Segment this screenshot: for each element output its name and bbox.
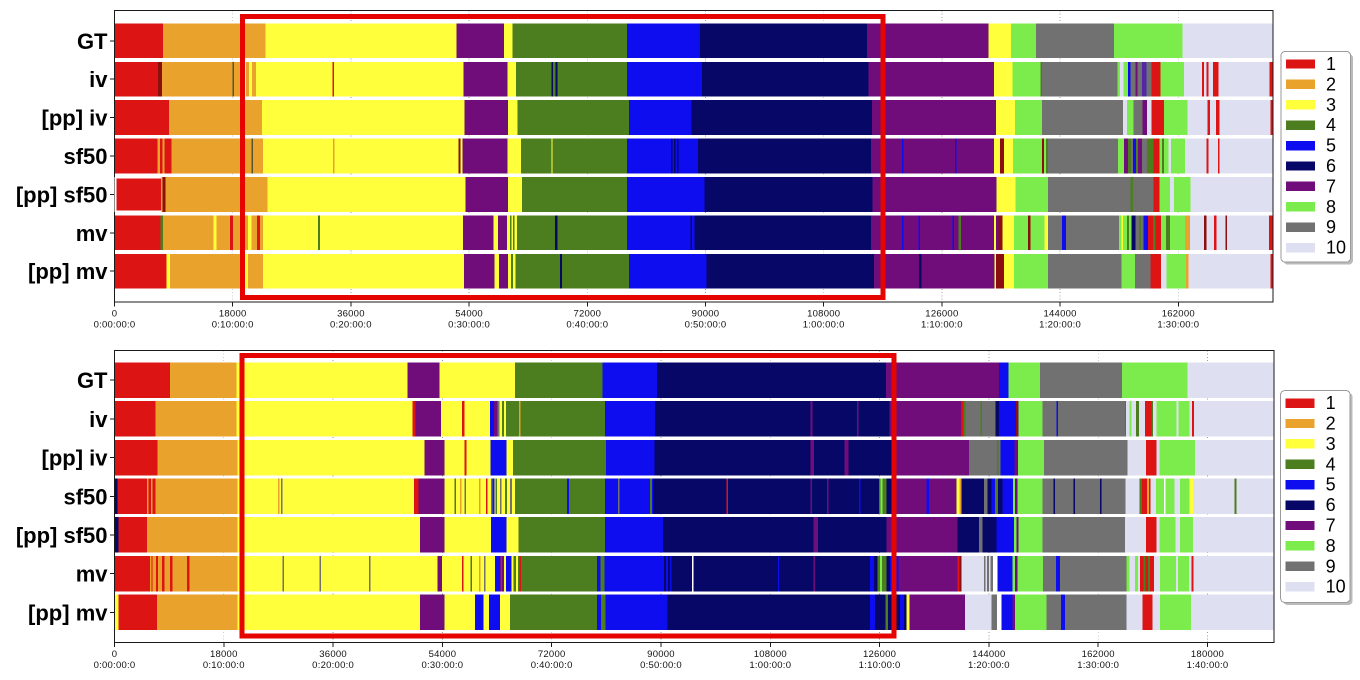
svg-text:sf50: sf50 — [63, 484, 107, 509]
svg-text:8: 8 — [1326, 536, 1336, 556]
svg-text:1: 1 — [1326, 393, 1336, 413]
svg-text:2: 2 — [1326, 414, 1336, 434]
svg-text:5: 5 — [1326, 475, 1336, 495]
svg-text:6: 6 — [1326, 495, 1336, 515]
svg-text:0:50:00:0: 0:50:00:0 — [685, 320, 727, 331]
svg-text:1:40:00:0: 1:40:00:0 — [1187, 660, 1229, 671]
svg-text:18000: 18000 — [210, 649, 238, 660]
svg-text:1:00:00:0: 1:00:00:0 — [803, 320, 845, 331]
svg-text:1:20:00:0: 1:20:00:0 — [968, 660, 1010, 671]
svg-text:0:00:00:0: 0:00:00:0 — [94, 320, 136, 331]
svg-text:144000: 144000 — [972, 649, 1005, 660]
svg-text:5: 5 — [1326, 136, 1336, 156]
svg-text:mv: mv — [76, 221, 109, 246]
svg-text:0:20:00:0: 0:20:00:0 — [312, 660, 354, 671]
svg-text:72000: 72000 — [538, 649, 566, 660]
svg-text:0: 0 — [112, 309, 118, 320]
svg-text:2: 2 — [1326, 74, 1336, 94]
svg-text:mv: mv — [76, 562, 109, 587]
svg-text:[pp] mv: [pp] mv — [28, 600, 108, 625]
svg-text:36000: 36000 — [319, 649, 347, 660]
svg-text:4: 4 — [1326, 115, 1336, 135]
svg-text:[pp] iv: [pp] iv — [42, 446, 109, 471]
svg-text:1:30:00:0: 1:30:00:0 — [1077, 660, 1119, 671]
svg-text:iv: iv — [89, 67, 108, 92]
svg-text:iv: iv — [89, 407, 108, 432]
svg-text:9: 9 — [1326, 556, 1336, 576]
svg-text:162000: 162000 — [1082, 649, 1115, 660]
svg-text:1:30:00:0: 1:30:00:0 — [1157, 320, 1199, 331]
svg-text:8: 8 — [1326, 197, 1336, 217]
svg-text:0:50:00:0: 0:50:00:0 — [640, 660, 682, 671]
svg-text:0:40:00:0: 0:40:00:0 — [531, 660, 573, 671]
svg-text:1:10:00:0: 1:10:00:0 — [859, 660, 901, 671]
svg-text:54000: 54000 — [429, 649, 457, 660]
svg-text:18000: 18000 — [219, 309, 247, 320]
svg-text:0:30:00:0: 0:30:00:0 — [448, 320, 490, 331]
svg-text:54000: 54000 — [455, 309, 483, 320]
svg-text:90000: 90000 — [647, 649, 675, 660]
svg-text:108000: 108000 — [807, 309, 840, 320]
svg-text:0:10:00:0: 0:10:00:0 — [212, 320, 254, 331]
svg-text:6: 6 — [1326, 156, 1336, 176]
svg-text:0:40:00:0: 0:40:00:0 — [566, 320, 608, 331]
svg-text:4: 4 — [1326, 454, 1336, 474]
svg-text:0:00:00:0: 0:00:00:0 — [94, 660, 136, 671]
svg-text:[pp] iv: [pp] iv — [42, 106, 109, 131]
svg-text:GT: GT — [77, 29, 108, 54]
svg-text:72000: 72000 — [573, 309, 601, 320]
svg-text:108000: 108000 — [754, 649, 787, 660]
svg-text:36000: 36000 — [337, 309, 365, 320]
svg-text:180000: 180000 — [1191, 649, 1224, 660]
svg-text:1: 1 — [1326, 54, 1336, 74]
svg-text:7: 7 — [1326, 516, 1336, 536]
svg-text:GT: GT — [77, 368, 108, 393]
svg-text:0: 0 — [112, 649, 118, 660]
svg-text:144000: 144000 — [1043, 309, 1076, 320]
svg-text:[pp] mv: [pp] mv — [28, 259, 108, 284]
svg-text:3: 3 — [1326, 434, 1336, 454]
svg-text:126000: 126000 — [863, 649, 896, 660]
svg-text:1:20:00:0: 1:20:00:0 — [1039, 320, 1081, 331]
svg-text:sf50: sf50 — [63, 144, 107, 169]
svg-text:0:30:00:0: 0:30:00:0 — [421, 660, 463, 671]
svg-text:10: 10 — [1326, 577, 1346, 597]
svg-text:[pp] sf50: [pp] sf50 — [16, 523, 108, 548]
svg-text:[pp] sf50: [pp] sf50 — [16, 182, 108, 207]
svg-text:90000: 90000 — [692, 309, 720, 320]
svg-text:7: 7 — [1326, 176, 1336, 196]
svg-text:10: 10 — [1326, 238, 1346, 258]
svg-text:162000: 162000 — [1162, 309, 1195, 320]
svg-text:0:20:00:0: 0:20:00:0 — [330, 320, 372, 331]
svg-text:126000: 126000 — [925, 309, 958, 320]
svg-text:9: 9 — [1326, 217, 1336, 237]
svg-text:1:00:00:0: 1:00:00:0 — [749, 660, 791, 671]
svg-text:1:10:00:0: 1:10:00:0 — [921, 320, 963, 331]
svg-text:0:10:00:0: 0:10:00:0 — [203, 660, 245, 671]
svg-text:3: 3 — [1326, 95, 1336, 115]
